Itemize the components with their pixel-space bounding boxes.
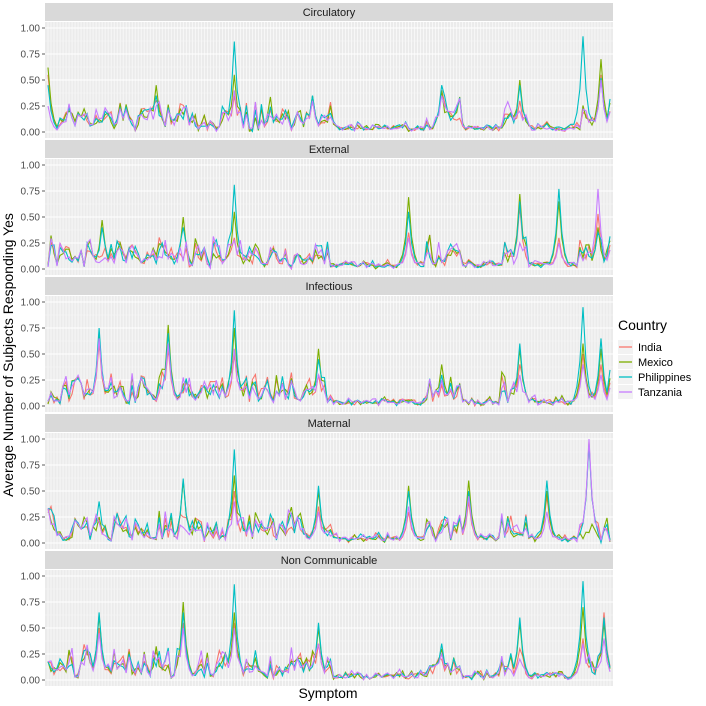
y-tick-label: 1.00 [21,298,41,309]
y-tick-label: 0.00 [21,265,41,276]
facet-panels: Circulatory 0.00 0.25 0.50 0.75 1.00 External 0… [21,3,613,687]
y-tick-label: 0.00 [21,539,41,550]
y-tick-label: 0.25 [21,376,41,387]
series-line-tanzania [47,79,611,133]
facet-strip-label: Infectious [305,281,353,293]
y-tick-label: 1.00 [21,24,41,35]
y-tick-label: 0.25 [21,102,41,113]
y-tick-label: 0.50 [21,213,41,224]
facet-panel-external: External 0.00 0.25 0.50 0.75 1.00 [21,140,613,276]
series-line-mexico [47,475,611,544]
y-tick-label: 0.00 [21,128,41,139]
y-tick-label: 0.75 [21,461,41,472]
series-line-tanzania [47,338,611,407]
facet-strip [45,551,613,569]
y-tick-label: 0.25 [21,239,41,250]
y-tick-label: 0.75 [21,187,41,198]
series-line-tanzania [47,627,611,681]
series-line-tanzania [47,188,611,271]
y-tick-label: 0.50 [21,624,41,635]
legend-label-philippines: Philippines [638,372,692,384]
y-tick-label: 0.75 [21,324,41,335]
facet-strip [45,140,613,158]
facet-strip [45,277,613,295]
y-tick-label: 0.00 [21,676,41,687]
facet-strip [45,414,613,432]
legend-label-tanzania: Tanzania [638,387,683,399]
legend-title: Country [618,317,667,333]
y-tick-label: 0.50 [21,487,41,498]
y-axis-title: Average Number of Subjects Responding Ye… [0,213,16,497]
y-tick-label: 1.00 [21,572,41,583]
facet-strip-label: Maternal [308,418,351,430]
y-tick-label: 1.00 [21,161,41,172]
y-tick-label: 1.00 [21,435,41,446]
series-line-india [47,343,611,408]
facet-panel-infectious: Infectious 0.00 0.25 0.50 0.75 1.00 [21,277,613,413]
series-line-tanzania [47,438,611,543]
facet-strip-label: External [309,144,349,156]
legend-label-mexico: Mexico [638,357,673,369]
series-line-india [47,74,611,133]
facet-panel-maternal: Maternal 0.00 0.25 0.50 0.75 1.00 [21,414,613,550]
y-tick-label: 0.50 [21,350,41,361]
x-axis-title: Symptom [298,685,357,701]
y-tick-label: 0.25 [21,513,41,524]
facet-strip [45,3,613,21]
legend: Country India Mexico Philippines Tanzania [618,317,692,399]
series-line-philippines [47,36,611,133]
y-tick-label: 0.25 [21,650,41,661]
y-tick-label: 0.75 [21,50,41,61]
facet-panel-non-communicable: Non Communicable 0.00 0.25 0.50 0.75 1.00 [21,551,613,687]
facet-strip-label: Non Communicable [281,555,378,567]
legend-label-india: India [638,342,663,354]
y-tick-label: 0.75 [21,598,41,609]
facet-panel-circulatory: Circulatory 0.00 0.25 0.50 0.75 1.00 [21,3,613,139]
legend-items: India Mexico Philippines Tanzania [618,340,692,399]
y-tick-label: 0.00 [21,402,41,413]
facet-strip-label: Circulatory [303,7,356,19]
y-tick-label: 0.50 [21,76,41,87]
